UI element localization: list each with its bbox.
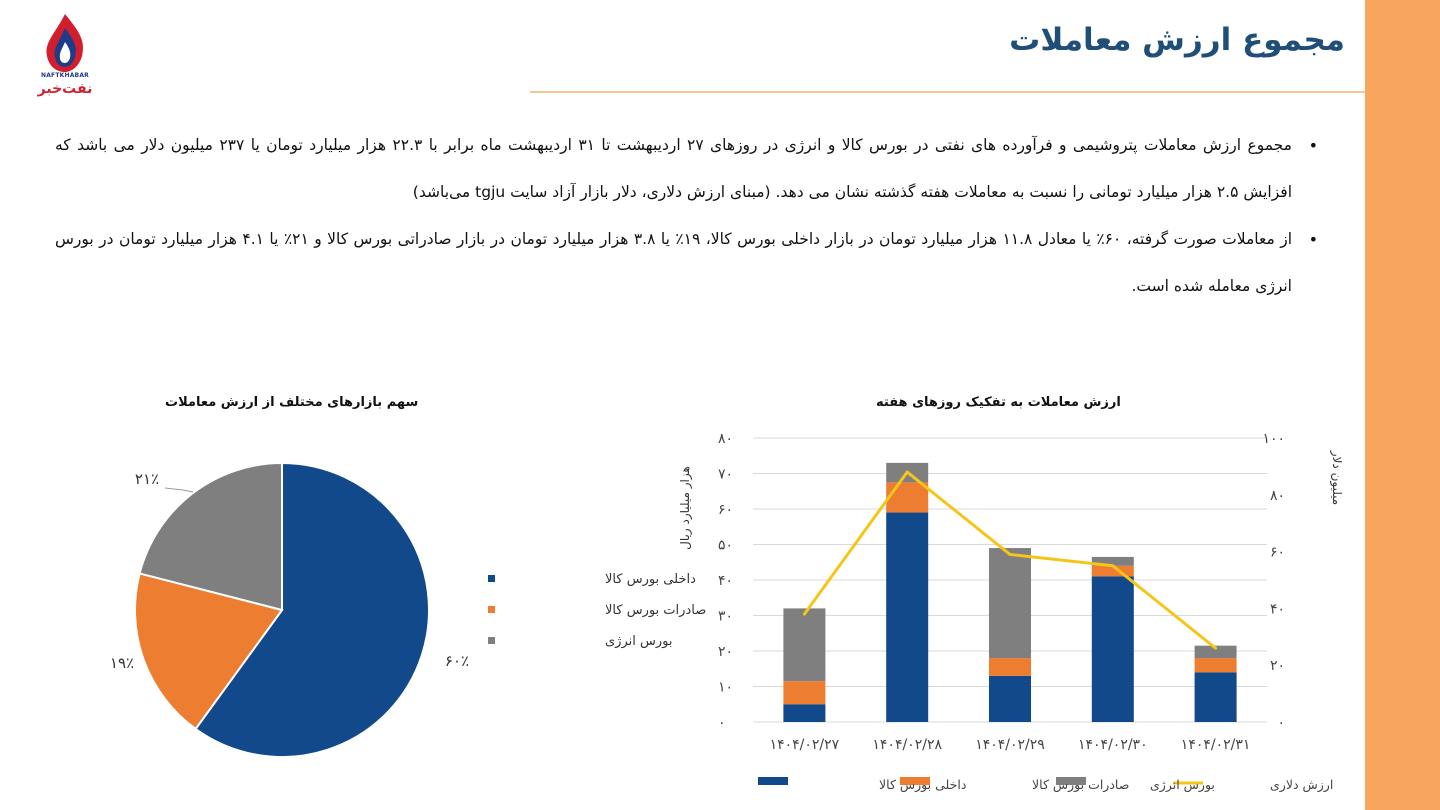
bar-segment bbox=[1194, 658, 1237, 673]
legend-label: داخلی بورس کالا bbox=[879, 777, 966, 793]
pie-data-label: ۶۰٪ bbox=[445, 652, 469, 670]
line-point bbox=[905, 470, 909, 474]
bar-chart-title: ارزش معاملات به تفکیک روزهای هفته bbox=[876, 395, 1121, 410]
legend-swatch bbox=[758, 777, 788, 785]
bar-segment bbox=[783, 704, 826, 722]
y-tick-label: ۶۰ bbox=[718, 502, 733, 518]
y2-tick-label: ۲۰ bbox=[1270, 658, 1285, 674]
bar-segment bbox=[989, 675, 1031, 722]
x-tick-label: ۱۴۰۴/۰۲/۳۱ bbox=[1181, 737, 1251, 753]
bar-segment bbox=[1091, 565, 1134, 577]
legend-swatch bbox=[900, 777, 930, 785]
bar-segment bbox=[1194, 645, 1237, 659]
bar-segment bbox=[1091, 556, 1134, 566]
y-tick-label: ۸۰ bbox=[718, 431, 733, 447]
y-tick-label: ۴۰ bbox=[718, 573, 733, 589]
title-divider bbox=[530, 91, 1365, 93]
logo-caption: NAFTKHABAR bbox=[40, 72, 89, 79]
bar-chart: ۰ ۱۰ ۲۰ ۳۰ ۴۰ ۵۰ ۶۰ ۷۰ ۸۰ ۰ ۲۰ ۴۰ ۶۰ ۸۰ ۱۰۰ هزار میلیار… bbox=[678, 431, 1344, 793]
side-accent-bar bbox=[1365, 0, 1440, 810]
page-title: مجموع ارزش معاملات bbox=[1009, 22, 1345, 58]
y-axis-title: هزار میلیارد ریال bbox=[678, 466, 693, 550]
x-tick-label: ۱۴۰۴/۰۲/۲۷ bbox=[770, 737, 840, 753]
bar-segment bbox=[1091, 576, 1134, 722]
pie-leader-line bbox=[164, 487, 194, 493]
line-point bbox=[1111, 564, 1115, 568]
y-tick-label: ۷۰ bbox=[718, 467, 733, 483]
pie-chart: ۶۰٪ ۱۹٪ ۲۱٪ داخلی بورس کالا صادرات بورس کالا… bbox=[110, 461, 706, 758]
legend-label: بورس انرژی bbox=[605, 634, 672, 649]
summary-bullets: مجموع ارزش معاملات پتروشیمی و فرآورده ها… bbox=[55, 122, 1318, 310]
bar-segment bbox=[886, 482, 929, 513]
legend-label: صادرات بورس کالا bbox=[605, 603, 706, 618]
y2-tick-label: ۱۰۰ bbox=[1262, 431, 1285, 447]
legend-label: بورس انرژی bbox=[1150, 777, 1215, 793]
y-tick-label: ۲۰ bbox=[718, 644, 733, 660]
flame-logo-icon bbox=[46, 14, 84, 72]
line-point bbox=[802, 612, 806, 616]
line-point bbox=[1008, 552, 1012, 556]
legend-label: داخلی بورس کالا bbox=[605, 572, 696, 587]
pie-slice bbox=[134, 572, 284, 731]
bullet-item: از معاملات صورت گرفته، ۶۰٪ یا معادل ۱۱.۸… bbox=[55, 216, 1318, 310]
pie-chart-title: سهم بازارهای مختلف از ارزش معاملات bbox=[165, 395, 419, 410]
logo: NAFTKHABAR نفت‌خبر bbox=[30, 12, 100, 102]
x-tick-label: ۱۴۰۴/۰۲/۳۰ bbox=[1078, 737, 1148, 753]
legend-swatch bbox=[1056, 777, 1086, 785]
pie-slice bbox=[138, 461, 283, 612]
legend-swatch bbox=[488, 606, 495, 613]
bullet-item: مجموع ارزش معاملات پتروشیمی و فرآورده ها… bbox=[55, 122, 1318, 216]
line-point bbox=[1214, 646, 1218, 650]
pie-data-label: ۲۱٪ bbox=[135, 470, 159, 488]
pie-data-label: ۱۹٪ bbox=[110, 654, 134, 672]
pie-slice bbox=[194, 461, 430, 758]
legend-swatch bbox=[488, 637, 495, 644]
bar-segment bbox=[783, 608, 826, 682]
legend-label: ارزش دلاری bbox=[1270, 777, 1333, 793]
y2-axis-title: میلیون دلار bbox=[1329, 450, 1344, 505]
legend-label: صادرات بورس کالا bbox=[1032, 777, 1129, 793]
y-tick-label: ۰ bbox=[718, 715, 726, 731]
y-tick-label: ۱۰ bbox=[718, 680, 733, 696]
x-tick-label: ۱۴۰۴/۰۲/۲۹ bbox=[975, 737, 1045, 753]
y-tick-label: ۳۰ bbox=[718, 609, 733, 625]
bar-segment bbox=[989, 548, 1031, 659]
y-tick-label: ۵۰ bbox=[718, 538, 733, 554]
bar-segment bbox=[886, 512, 929, 722]
y2-tick-label: ۰ bbox=[1277, 715, 1285, 731]
logo-text: نفت‌خبر bbox=[37, 81, 93, 97]
legend-swatch bbox=[488, 575, 495, 582]
bar-segment bbox=[1194, 672, 1237, 722]
bar-segment bbox=[783, 681, 826, 705]
y2-tick-label: ۶۰ bbox=[1270, 545, 1285, 561]
bar-segment bbox=[989, 658, 1031, 676]
x-tick-label: ۱۴۰۴/۰۲/۲۸ bbox=[872, 737, 942, 753]
y2-tick-label: ۴۰ bbox=[1270, 601, 1285, 617]
y2-tick-label: ۸۰ bbox=[1270, 488, 1285, 504]
